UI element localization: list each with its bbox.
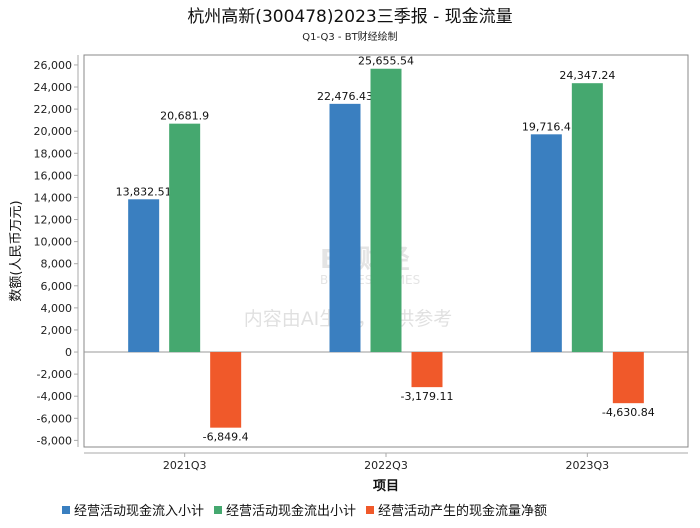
legend-swatch	[214, 506, 222, 514]
x-axis-label: 项目	[373, 479, 399, 494]
chart-title: 杭州高新(300478)2023三季报 - 现金流量	[187, 7, 512, 27]
data-label: -3,179.11	[401, 390, 454, 403]
y-tick-label: -2,000	[37, 368, 72, 381]
y-tick-label: 26,000	[34, 59, 73, 72]
legend-swatch	[366, 506, 374, 514]
plot-area	[83, 54, 689, 448]
x-axis: 2021Q3 2022Q3 2023Q3	[84, 452, 688, 472]
bars: 13,832.51 20,681.9 -6,849.4 22,476.43 25,655…	[84, 55, 688, 444]
data-label: 22,476.43	[317, 90, 373, 103]
bar	[530, 134, 562, 353]
y-tick-label: -6,000	[37, 412, 72, 425]
y-tick-label: 12,000	[34, 214, 73, 227]
bar	[329, 103, 361, 353]
y-tick-label: -8,000	[37, 434, 72, 447]
bar	[128, 199, 160, 353]
data-label: 13,832.51	[116, 185, 172, 198]
bar	[210, 352, 242, 428]
legend-label[interactable]: 经营活动现金流出小计	[226, 503, 356, 519]
y-tick-label: 0	[65, 346, 72, 359]
data-label: 24,347.24	[559, 69, 615, 82]
y-tick-label: 8,000	[41, 258, 73, 271]
data-label: 19,716.4	[522, 120, 571, 133]
legend: 经营活动现金流入小计 经营活动现金流出小计 经营活动产生的现金流量净额	[62, 503, 547, 519]
bar	[411, 352, 443, 388]
data-label: 25,655.54	[358, 55, 414, 68]
legend-label[interactable]: 经营活动产生的现金流量净额	[378, 503, 547, 519]
legend-label[interactable]: 经营活动现金流入小计	[74, 503, 204, 519]
y-tick-label: 18,000	[34, 147, 73, 160]
y-axis-label: 数额(人民币万元)	[9, 200, 24, 301]
y-tick-label: 2,000	[41, 324, 73, 337]
chart-subtitle: Q1-Q3 - BT财经绘制	[302, 30, 397, 43]
y-tick-label: 14,000	[34, 191, 73, 204]
x-tick-label: 2023Q3	[566, 459, 610, 472]
bar	[571, 83, 603, 353]
x-tick-label: 2021Q3	[163, 459, 207, 472]
y-tick-label: 4,000	[41, 302, 73, 315]
y-tick-label: 16,000	[34, 169, 73, 182]
y-tick-label: 10,000	[34, 236, 73, 249]
data-label: 20,681.9	[160, 110, 209, 123]
bar	[612, 352, 644, 404]
legend-swatch	[62, 506, 70, 514]
y-axis: -8,000 -6,000 -4,000 -2,000 0 2,000 4,000 6,000…	[34, 55, 79, 447]
y-tick-label: 22,000	[34, 103, 73, 116]
bar	[370, 68, 402, 353]
y-tick-label: -4,000	[37, 390, 72, 403]
y-tick-label: 20,000	[34, 125, 73, 138]
data-label: -6,849.4	[203, 431, 249, 444]
y-tick-label: 6,000	[41, 280, 73, 293]
x-tick-label: 2022Q3	[364, 459, 408, 472]
bar	[169, 123, 201, 353]
y-tick-label: 24,000	[34, 81, 73, 94]
data-label: -4,630.84	[602, 406, 655, 419]
